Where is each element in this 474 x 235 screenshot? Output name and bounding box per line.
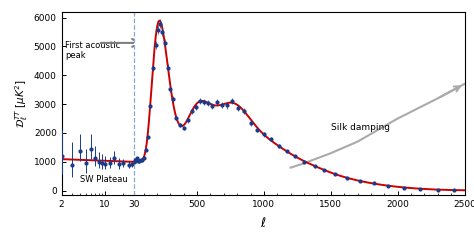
Text: $\ell$: $\ell$ — [260, 216, 266, 230]
Text: First acoustic
peak: First acoustic peak — [65, 41, 120, 60]
Text: SW Plateau: SW Plateau — [80, 175, 128, 184]
Text: Silk damping: Silk damping — [331, 123, 390, 132]
Y-axis label: $\mathcal{D}_\ell^{TT}\;[\mu K^2]$: $\mathcal{D}_\ell^{TT}\;[\mu K^2]$ — [13, 79, 29, 128]
